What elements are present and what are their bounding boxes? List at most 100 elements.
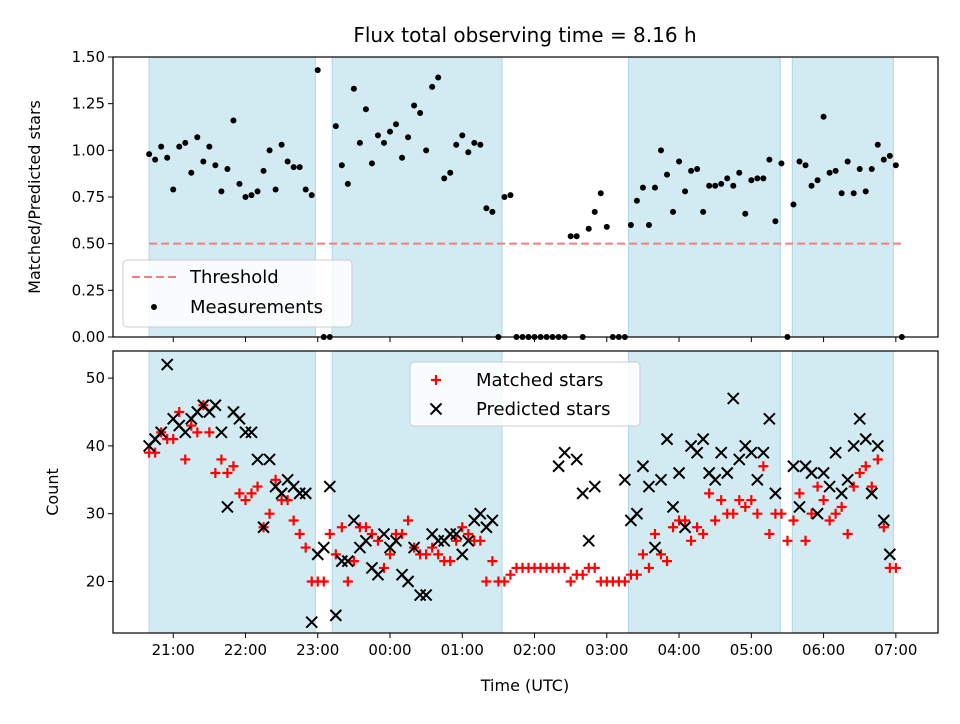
predicted-marker [233,412,246,425]
measurement-point [850,190,857,197]
matched-marker [890,562,901,573]
matched-marker [397,529,408,540]
predicted-marker [558,446,571,459]
predicted-marker [389,534,403,548]
matched-marker [686,535,697,546]
predicted-marker [871,439,884,453]
predicted-marker [859,432,872,446]
matched-marker [186,420,197,431]
matched-marker [794,488,805,499]
y-tick-label: 0.25 [72,281,105,299]
matched-marker [288,515,299,526]
predicted-marker [347,514,361,527]
plot-frame [112,56,939,338]
matched-marker [427,542,438,553]
predicted-marker [588,480,601,493]
matched-marker [824,515,835,526]
measurement-point [284,158,291,165]
matched-marker [758,461,769,472]
matched-marker [270,474,281,485]
measurement-point [158,143,165,150]
matched-marker [854,468,865,479]
predicted-marker [570,453,583,466]
measurement-point [441,175,448,182]
predicted-marker [835,487,848,500]
predicted-marker [769,487,782,500]
measurement-point [754,175,761,182]
measurement-point [718,180,725,187]
predicted-marker [745,446,758,459]
matched-marker [451,535,462,546]
measurement-point [796,158,803,165]
predicted-marker [215,426,228,439]
legend-box [122,259,353,328]
measurement-point [218,188,225,195]
predicted-marker [847,439,860,453]
top-panel: 0.00 0.25 0.50 0.75 1.00 1.25 1.50 [72,48,939,346]
night-shading [627,350,781,634]
measurement-point [465,149,472,156]
predicted-marker [787,460,800,473]
x-tick-label: 05:00 [730,641,773,659]
predicted-marker [419,588,433,602]
matched-marker [378,562,389,573]
predicted-marker [642,480,656,493]
x-tick-label: 04:00 [657,641,700,659]
measurement-point [399,154,406,161]
matched-marker [240,495,251,506]
measurement-point [411,102,418,109]
matched-marker [800,535,811,546]
matched-marker [385,549,396,560]
y-tick-label: 50 [86,369,105,387]
predicted-marker [708,473,722,487]
measurement-point [332,123,339,130]
matched-marker [680,515,691,526]
predicted-marker [251,453,264,466]
x-tick-label: 21:00 [152,641,195,659]
matched-marker [342,576,353,587]
predicted-marker [263,453,276,466]
chart-title: Flux total observing time = 8.16 h [353,23,696,47]
predicted-marker [829,446,842,459]
matched-marker [788,515,799,526]
matched-marker [360,522,371,533]
measurement-point [344,180,351,187]
predicted-marker [618,473,632,487]
measurement-point [820,113,827,120]
legend-matched-swatch [431,375,441,385]
predicted-marker [377,527,391,541]
measurement-point [423,147,430,154]
measurement-point [814,177,821,184]
predicted-marker [576,487,589,500]
measurement-point [296,164,303,171]
measurement-point [790,201,797,208]
bottom-panel: 20 30 40 50 21:00 22:00 23:00 00:00 01:00 02:00 03… [86,350,939,659]
plot-frame [112,350,939,634]
matched-marker [842,529,853,540]
x-tick-label: 03:00 [585,641,628,659]
y-tick-label: 1.00 [72,141,105,159]
predicted-marker [763,412,776,425]
matched-marker [637,549,648,560]
predicted-marker [552,460,565,473]
predicted-marker [257,521,270,534]
matched-marker [631,569,642,580]
predicted-marker [865,487,878,500]
x-tick-label: 22:00 [224,641,267,659]
measurement-point [387,128,394,135]
matched-marker [830,508,841,519]
measurement-point [826,169,833,176]
measurement-point [766,156,773,163]
matched-marker [692,522,703,533]
legend-predicted-swatch [429,402,443,416]
night-shading [791,56,894,338]
measurement-point [700,208,707,215]
predicted-marker [672,466,686,480]
measurement-point [489,208,496,215]
predicted-marker [721,466,734,480]
measurement-point [447,169,454,176]
matched-marker [872,454,883,465]
measurement-point [886,152,893,159]
measurement-point [639,184,646,191]
